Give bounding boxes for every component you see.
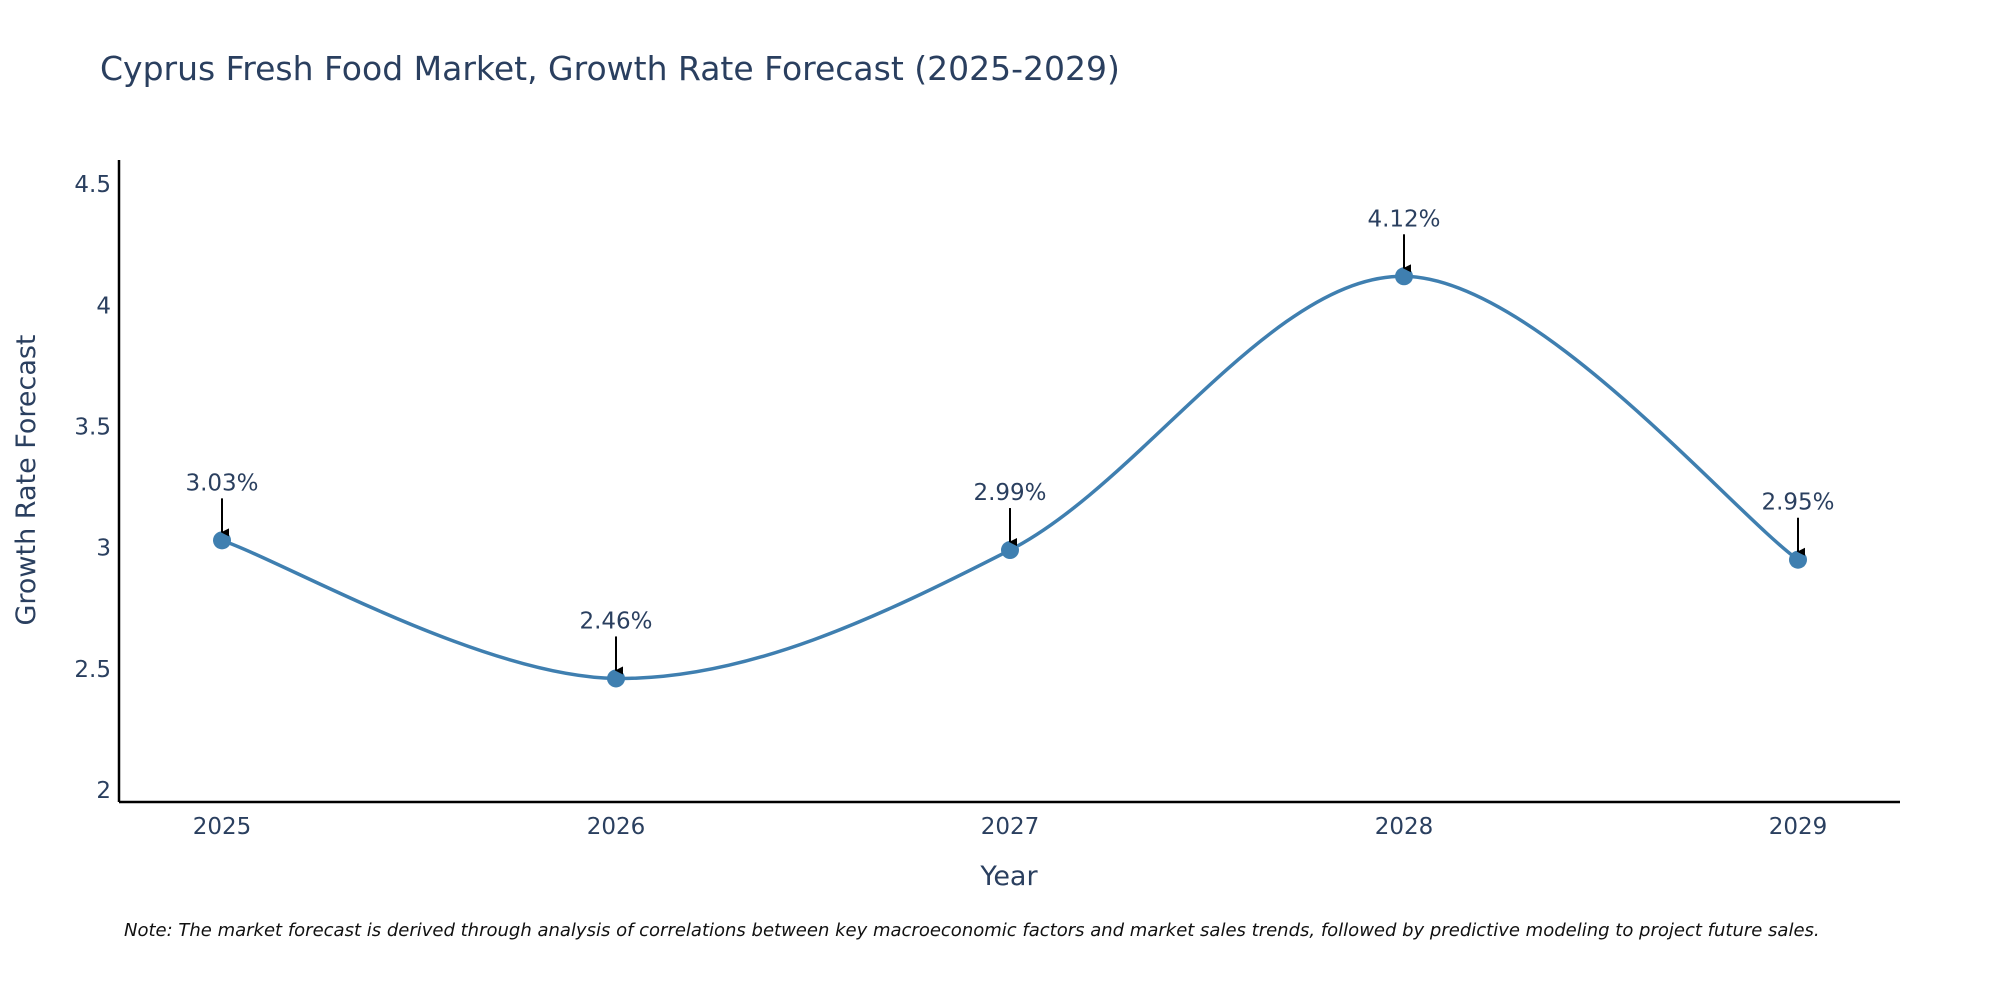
x-tick-label: 2027 xyxy=(981,814,1040,840)
x-tick-label: 2028 xyxy=(1375,814,1434,840)
data-label: 2.46% xyxy=(579,608,652,634)
data-point xyxy=(607,669,625,688)
x-tick-label: 2025 xyxy=(193,814,252,840)
data-label: 4.12% xyxy=(1367,206,1440,232)
y-tick-label: 4 xyxy=(96,293,111,319)
data-label: 3.03% xyxy=(185,470,258,496)
y-axis-title: Growth Rate Forecast xyxy=(11,334,42,625)
y-tick-label: 2 xyxy=(96,778,111,804)
data-point xyxy=(213,531,231,550)
x-tick-label: 2026 xyxy=(587,814,646,840)
y-tick-label: 3 xyxy=(96,536,111,562)
footnote: Note: The market forecast is derived thr… xyxy=(124,920,1820,941)
x-axis-title: Year xyxy=(979,861,1038,892)
plot-area: 2 2.5 3 3.5 4 4.5 2025 2026 2027 2028 2029 3.03% 2.4… xyxy=(74,160,1900,840)
data-label: 2.99% xyxy=(973,480,1046,506)
x-tick-label: 2029 xyxy=(1769,814,1828,840)
chart-title: Cyprus Fresh Food Market, Growth Rate Fo… xyxy=(100,49,1120,88)
data-point xyxy=(1001,541,1019,560)
data-point xyxy=(1395,267,1413,286)
y-tick-label: 2.5 xyxy=(74,657,111,683)
data-point xyxy=(1789,550,1807,569)
y-tick-label: 3.5 xyxy=(74,414,111,440)
series-line xyxy=(221,274,1800,681)
y-tick-label: 4.5 xyxy=(74,172,111,198)
data-label: 2.95% xyxy=(1761,490,1834,516)
